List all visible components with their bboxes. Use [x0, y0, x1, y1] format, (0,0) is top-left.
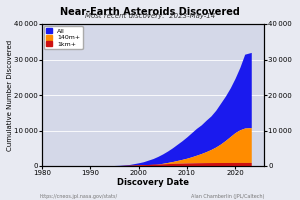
Text: Most recent discovery:  2023-May-14: Most recent discovery: 2023-May-14 — [85, 13, 215, 19]
Legend: All, 140m+, 1km+: All, 140m+, 1km+ — [44, 26, 82, 49]
Text: https://cneos.jpl.nasa.gov/stats/: https://cneos.jpl.nasa.gov/stats/ — [39, 194, 117, 199]
Text: Alan Chamberlin (JPL/Caltech): Alan Chamberlin (JPL/Caltech) — [190, 194, 264, 199]
X-axis label: Discovery Date: Discovery Date — [117, 178, 189, 187]
Y-axis label: Cumulative Number Discovered: Cumulative Number Discovered — [7, 39, 13, 151]
Text: Near-Earth Asteroids Discovered: Near-Earth Asteroids Discovered — [60, 7, 240, 17]
